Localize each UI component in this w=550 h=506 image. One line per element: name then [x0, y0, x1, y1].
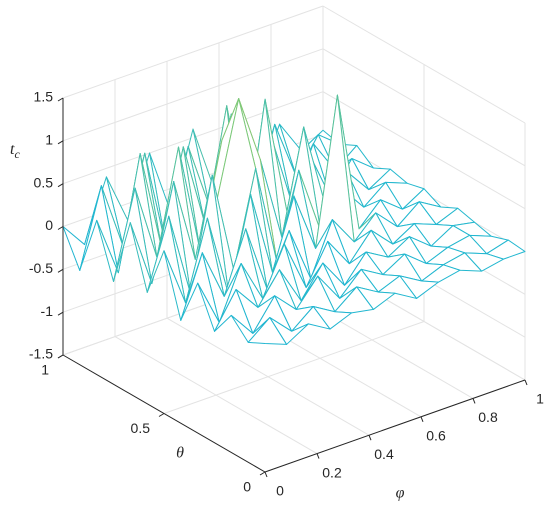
- x-tick-label: 0: [276, 483, 284, 499]
- z-tick: [57, 354, 64, 359]
- grid-line: [322, 48, 526, 167]
- x-tick-label: 1: [536, 391, 544, 407]
- z-tick: [57, 140, 64, 145]
- x-tick: [264, 471, 268, 478]
- y-tick-label: 0: [243, 479, 251, 495]
- x-axis-line: [264, 379, 526, 473]
- y-tick: [158, 413, 165, 417]
- x-tick-label: 0.2: [322, 464, 342, 480]
- x-tick: [524, 379, 528, 386]
- z-tick-label: 1.5: [34, 89, 54, 105]
- x-tick: [368, 435, 372, 441]
- y-tick-label: 1: [41, 362, 49, 378]
- x-tick-label: 0.4: [374, 446, 394, 462]
- grid-line: [163, 321, 425, 414]
- z-tick: [57, 311, 64, 316]
- y-tick-label: 0.5: [131, 420, 151, 436]
- mesh-cell: [247, 317, 288, 345]
- z-tick-label: -0.5: [29, 260, 53, 276]
- mesh: [62, 94, 526, 345]
- z-tick: [57, 183, 64, 188]
- z-tick-label: 0: [45, 217, 53, 233]
- z-tick-label: -1.5: [29, 346, 53, 362]
- grid-line: [322, 5, 526, 124]
- x-tick-label: 0.8: [478, 409, 498, 425]
- z-tick: [57, 226, 64, 230]
- x-tick: [472, 398, 476, 404]
- x-tick: [420, 416, 424, 422]
- z-tick: [57, 268, 64, 273]
- x-axis-label: φ: [396, 485, 405, 502]
- z-label-main: t: [10, 141, 15, 158]
- grid-line: [322, 91, 526, 210]
- x-tick-label: 0.6: [426, 428, 446, 444]
- z-tick-label: 0.5: [34, 174, 54, 190]
- y-tick: [259, 471, 266, 476]
- grid-line: [62, 5, 324, 99]
- z-tick-label: -1: [41, 303, 54, 319]
- z-axis-label: tc: [10, 141, 20, 161]
- z-tick-label: 1: [45, 132, 53, 148]
- x-tick: [316, 453, 320, 459]
- grid-line: [62, 48, 324, 142]
- z-tick: [57, 97, 64, 102]
- z-label-subscript: c: [14, 147, 20, 161]
- y-axis-label: θ: [176, 445, 184, 462]
